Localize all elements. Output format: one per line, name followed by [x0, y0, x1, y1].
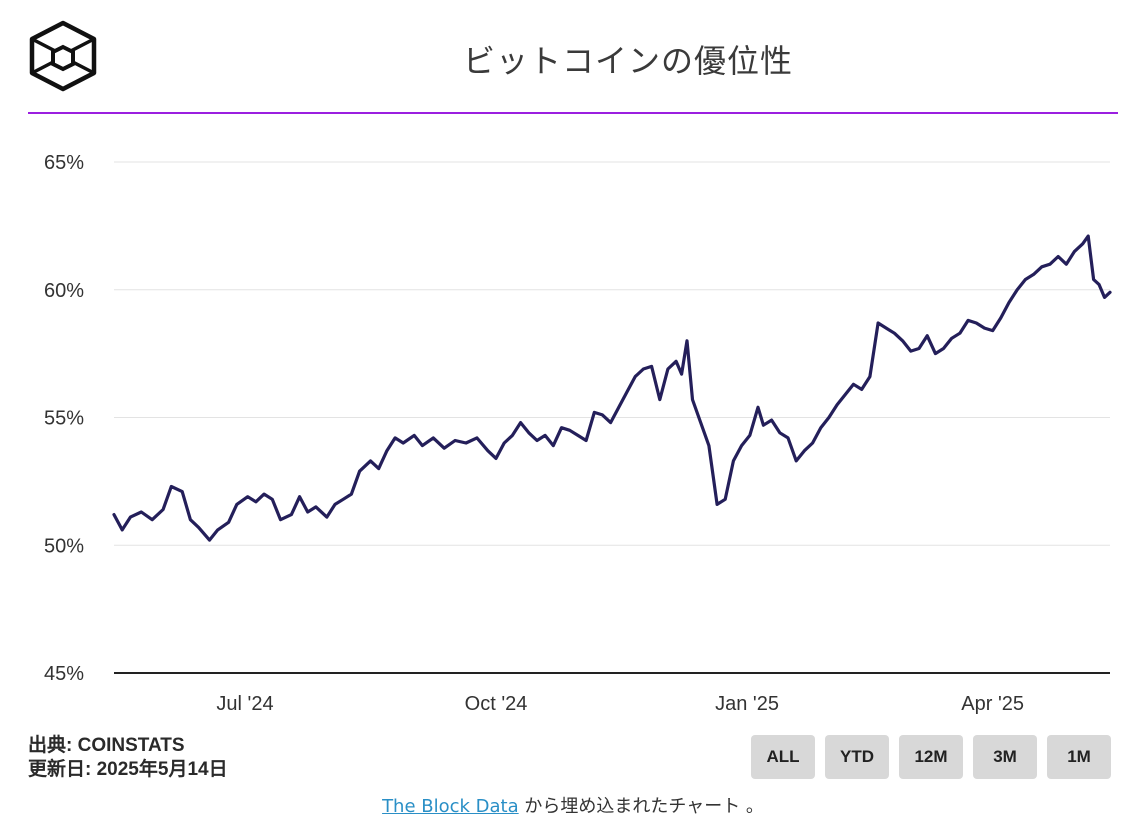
source-info: 出典: COINSTATS 更新日: 2025年5月14日 — [28, 734, 228, 782]
x-tick-label: Apr '25 — [961, 693, 1024, 715]
x-tick-label: Oct '24 — [465, 693, 528, 715]
range-all-button[interactable]: ALL — [751, 735, 815, 779]
the-block-logo-icon — [29, 20, 97, 92]
x-tick-label: Jan '25 — [715, 693, 779, 715]
embed-text: から埋め込まれたチャート 。 — [518, 796, 764, 817]
source-label: 出典: COINSTATS — [28, 735, 185, 756]
updated-label: 更新日: 2025年5月14日 — [28, 759, 228, 780]
y-tick-label: 55% — [44, 408, 84, 430]
chart-title: ビットコインの優位性 — [462, 42, 793, 80]
y-tick-label: 50% — [44, 535, 84, 557]
series-line — [112, 234, 1112, 542]
range-selector: ALL YTD 12M 3M 1M — [751, 735, 1111, 779]
y-tick-label: 65% — [44, 152, 84, 174]
y-tick-label: 60% — [44, 280, 84, 302]
x-tick-label: Jul '24 — [216, 693, 273, 715]
embed-credit: The Block Data から埋め込まれたチャート 。 — [0, 792, 1146, 818]
embed-link[interactable]: The Block Data — [382, 796, 519, 817]
range-12m-button[interactable]: 12M — [899, 735, 963, 779]
range-3m-button[interactable]: 3M — [973, 735, 1037, 779]
title-divider — [28, 112, 1118, 114]
range-1m-button[interactable]: 1M — [1047, 735, 1111, 779]
y-tick-label: 45% — [44, 663, 84, 685]
line-chart: 45% 50% 55% 60% 65% Jul '24 Oct '24 Jan '25 Apr … — [44, 152, 1112, 715]
range-ytd-button[interactable]: YTD — [825, 735, 889, 779]
